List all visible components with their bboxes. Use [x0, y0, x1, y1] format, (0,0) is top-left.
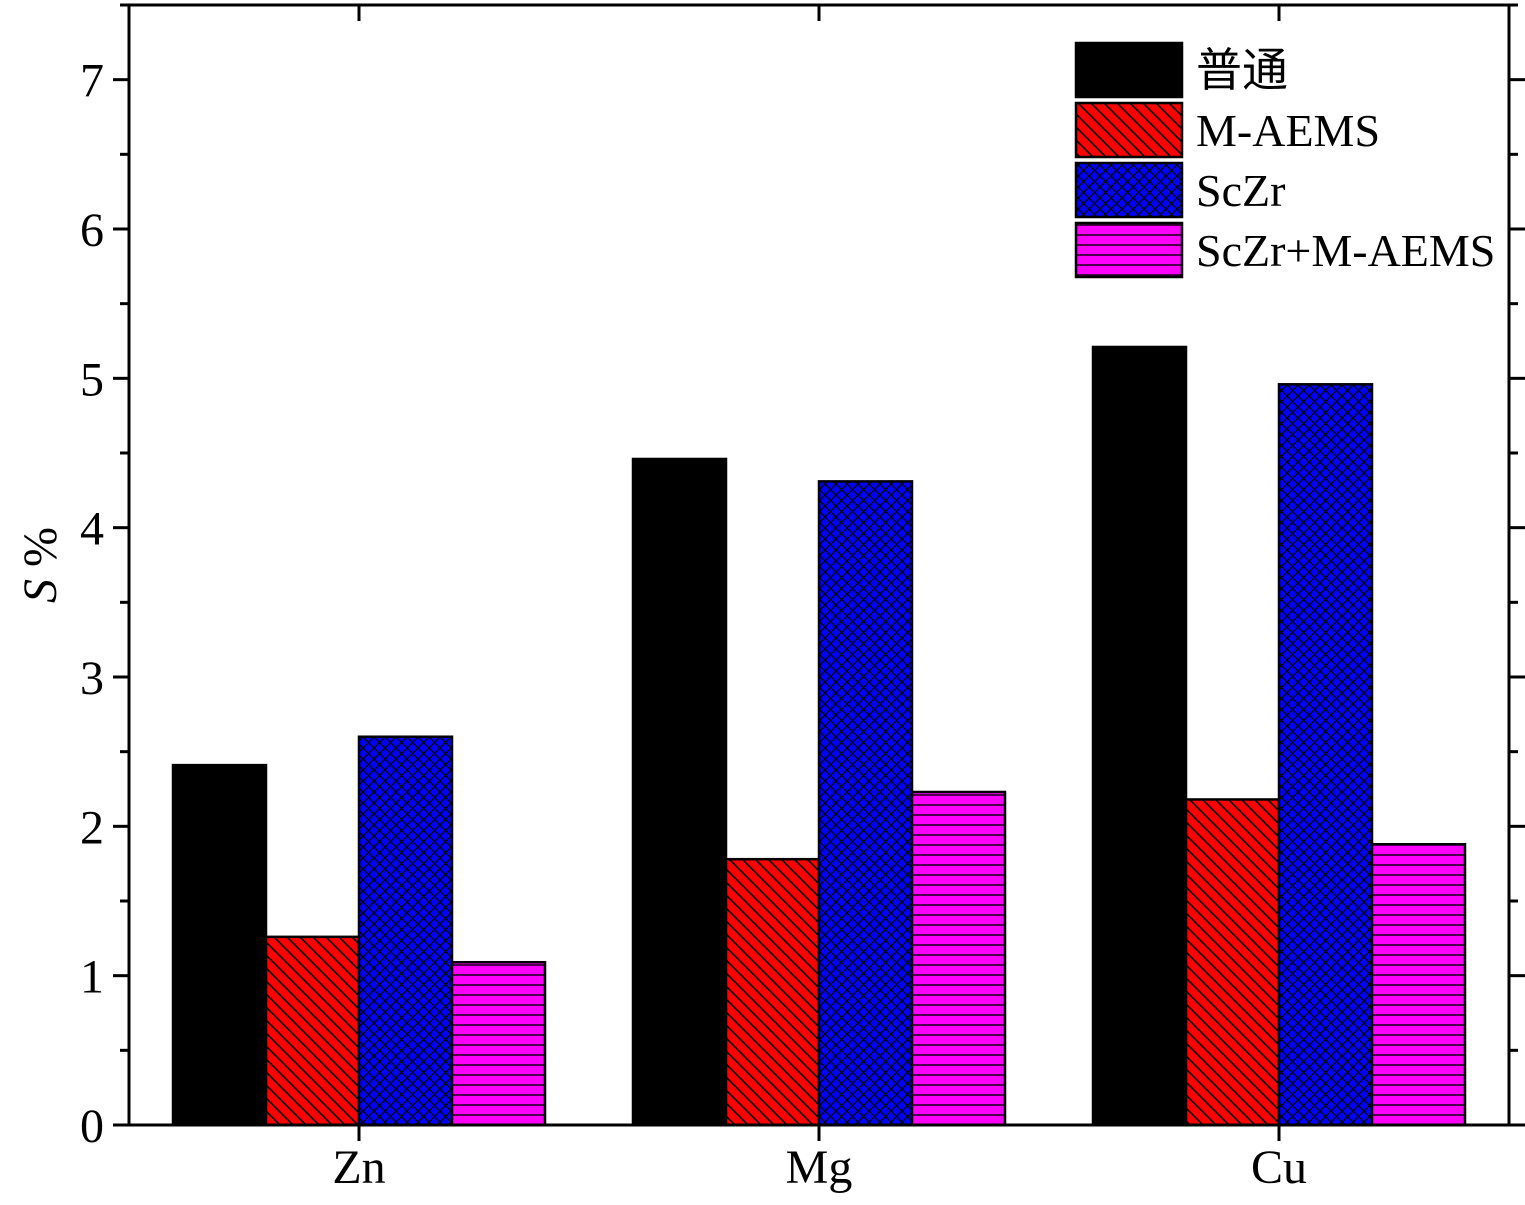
bar-cu-1: [1184, 798, 1281, 1127]
bar-mg-1: [724, 857, 821, 1127]
bar-zn-0: [171, 763, 268, 1127]
legend-label-1: M-AEMS: [1196, 105, 1380, 156]
y-tick-label: 2: [80, 801, 104, 854]
bar-mg-2: [817, 480, 914, 1127]
bar-mg-0: [631, 457, 728, 1127]
legend-label-2: ScZr: [1196, 165, 1285, 216]
x-tick-label-mg: Mg: [786, 1141, 853, 1194]
y-axis-label-rest: %: [14, 527, 67, 579]
legend-swatch-3: [1074, 221, 1184, 279]
y-tick-label: 6: [80, 204, 104, 257]
legend-label-3: ScZr+M-AEMS: [1196, 225, 1495, 276]
bar-cu-2: [1277, 383, 1374, 1127]
y-tick-label: 4: [80, 503, 104, 556]
y-tick-label: 0: [80, 1100, 104, 1153]
bar-zn-2: [357, 735, 454, 1127]
y-axis-label: S %: [14, 527, 67, 603]
legend-swatch-2: [1074, 161, 1184, 219]
bar-cu-0: [1091, 345, 1188, 1127]
y-tick-label: 1: [80, 951, 104, 1004]
x-tick-label-zn: Zn: [332, 1141, 385, 1194]
y-tick-label: 7: [80, 55, 104, 108]
bar-mg-3: [910, 790, 1007, 1127]
legend-swatch-0: [1074, 41, 1184, 99]
legend: 普通 M-AEMS ScZr ScZr+M-AEMS: [1074, 41, 1495, 279]
bar-zn-3: [450, 960, 547, 1127]
bar-cu-3: [1370, 843, 1467, 1127]
y-tick-label: 3: [80, 652, 104, 705]
bar-zn-1: [264, 935, 361, 1127]
y-tick-label: 5: [80, 353, 104, 406]
legend-label-0: 普通: [1196, 45, 1288, 96]
y-axis-label-italic: S: [14, 579, 67, 603]
axes: 0 1 2 3 4 5 6 7 Zn Mg Cu: [80, 3, 1525, 1194]
x-tick-label-cu: Cu: [1251, 1141, 1307, 1194]
legend-swatch-1: [1074, 101, 1184, 159]
bars: [171, 345, 1467, 1127]
